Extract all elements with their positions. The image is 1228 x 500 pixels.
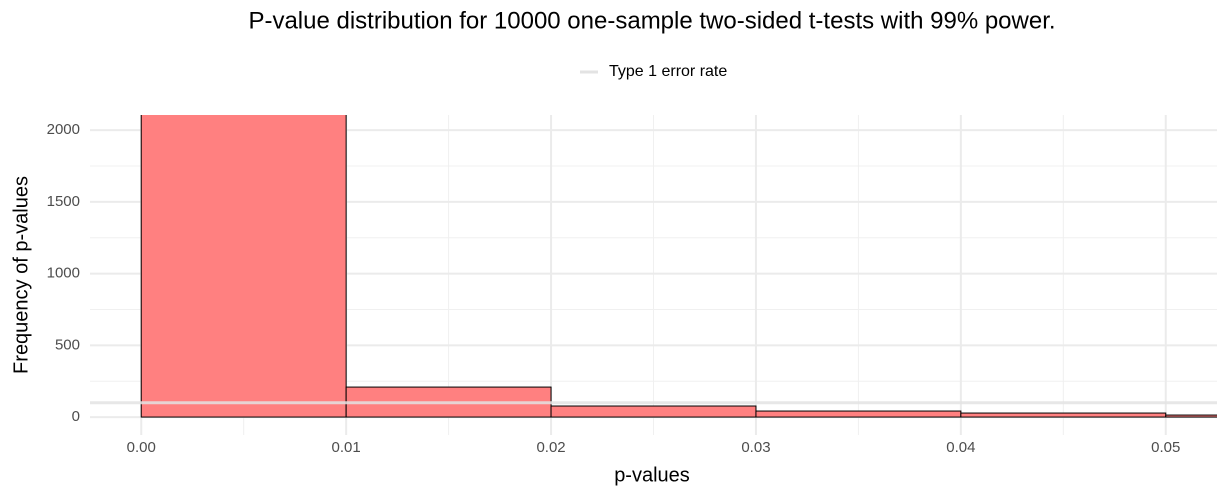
bar [550,405,757,418]
legend-label: Type 1 error rate [609,63,727,80]
y-tick-label: 500 [55,336,80,353]
x-tick-label: 0.05 [1151,439,1180,456]
legend: Type 1 error rate [580,63,727,80]
x-axis-title: p-values [614,464,690,486]
x-tick-label: 0.00 [127,439,156,456]
y-axis-title: Frequency of p-values [10,176,32,374]
bar [960,412,1167,418]
chart-title: P-value distribution for 10000 one-sampl… [248,7,1055,34]
y-tick-label: 1500 [47,193,80,210]
x-tick-label: 0.01 [332,439,361,456]
y-tick-label: 0 [72,408,80,425]
y-tick-label: 1000 [47,265,80,282]
bar [1165,414,1217,418]
bar [140,115,347,418]
plot-area [90,115,1217,418]
bar [755,410,962,418]
y-tick-label: 2000 [47,121,80,138]
x-tick-label: 0.03 [741,439,770,456]
x-tick-label: 0.02 [536,439,565,456]
x-tick-label: 0.04 [946,439,975,456]
